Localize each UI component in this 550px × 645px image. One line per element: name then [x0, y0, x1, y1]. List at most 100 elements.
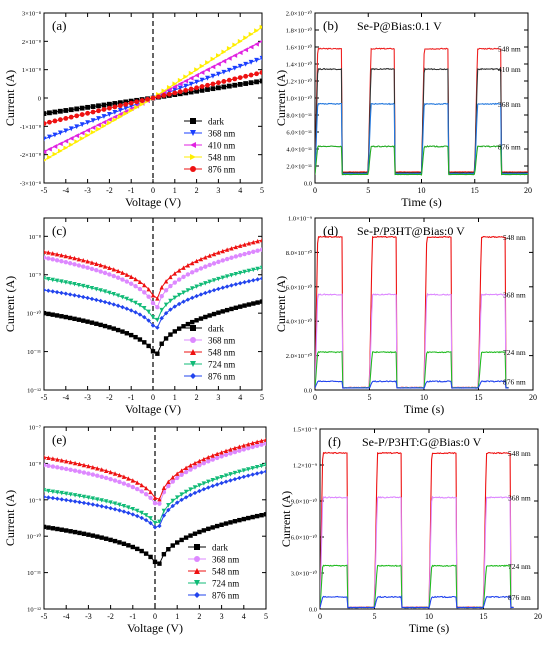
series-548-nm-marker — [52, 151, 58, 157]
series-724-nm-marker — [124, 296, 130, 302]
series-548-nm-marker — [233, 244, 239, 250]
panel-label: (f) — [328, 434, 341, 449]
series-876-nm-marker — [50, 495, 56, 501]
series-548-nm-marker — [137, 279, 143, 285]
series-548-nm-marker — [96, 126, 101, 132]
series-548-nm-marker — [117, 114, 123, 120]
series-876-nm-marker — [232, 476, 238, 482]
series-876-nm-marker — [72, 499, 78, 504]
series-876-nm-marker — [232, 76, 238, 82]
legend-label: 876 nm — [208, 372, 235, 382]
series-724-nm-marker — [238, 270, 243, 276]
series-368-nm-marker — [47, 134, 52, 140]
series-548-nm-marker — [44, 249, 47, 254]
series-line-368-nm — [315, 102, 528, 175]
series-dark-marker — [95, 534, 100, 539]
legend-marker — [194, 556, 200, 562]
series-dark-marker — [124, 331, 130, 336]
series-724-nm-marker — [63, 280, 68, 285]
series-548-nm-marker — [103, 468, 109, 473]
series-368-nm-marker — [57, 130, 63, 136]
panel-title: Se-P/P3HT@Bias:0 V — [357, 224, 465, 238]
series-548-nm-marker — [259, 438, 264, 443]
series-dark-marker — [77, 530, 82, 536]
series-548-nm-marker — [246, 441, 251, 447]
series-368-nm-marker — [237, 448, 242, 453]
series-dark-marker — [112, 538, 118, 544]
series-368-nm-marker — [259, 442, 264, 447]
series-dark-marker — [259, 299, 262, 304]
series-724-nm-marker — [237, 469, 242, 475]
y-tick-label: 2.0×10⁻¹¹ — [286, 164, 312, 171]
legend-marker — [194, 544, 200, 550]
x-tick-label: 5 — [260, 393, 264, 402]
series-dark-marker — [216, 310, 221, 315]
series-410-nm-marker — [232, 53, 238, 58]
series-368-nm-marker — [220, 258, 225, 263]
series-dark-marker — [108, 537, 113, 543]
x-tick-label: 20 — [529, 393, 537, 402]
series-368-nm-marker — [137, 286, 143, 292]
series-dark-marker — [216, 85, 221, 91]
series-368-nm-marker — [226, 67, 232, 73]
x-axis-label: Time (s) — [404, 402, 445, 416]
series-410-nm-marker — [68, 135, 74, 141]
series-dark-marker — [59, 527, 64, 532]
series-368-nm-marker — [50, 257, 55, 262]
series-dark-marker — [146, 343, 151, 349]
series-876-nm-marker — [90, 502, 96, 507]
y-tick-label: 10⁻¹¹ — [27, 570, 41, 577]
series-dark-marker — [59, 314, 64, 319]
y-axis-label: Current (A) — [3, 490, 17, 546]
plot-area — [315, 47, 528, 176]
series-dark-marker — [44, 111, 47, 116]
x-tick-label: -5 — [41, 393, 48, 402]
series-410-nm-marker — [52, 144, 58, 149]
series-368-nm-marker — [77, 469, 82, 474]
x-tick-label: 1 — [173, 186, 177, 195]
series-724-nm-marker — [121, 503, 127, 509]
series-dark-marker — [102, 323, 108, 329]
series-368-nm-marker — [130, 484, 135, 490]
series-dark-marker — [246, 515, 251, 521]
series-876-nm-marker — [107, 105, 112, 111]
series-548-nm-marker — [44, 454, 47, 460]
series-dark-marker — [238, 304, 243, 309]
series-724-nm-marker — [166, 503, 171, 508]
y-axis-label: Current (A) — [3, 276, 17, 332]
y-tick-label: 1.5×10⁻⁹ — [293, 427, 318, 434]
series-368-nm-marker — [74, 124, 80, 130]
series-dark-marker — [166, 547, 171, 552]
series-410-nm-marker — [172, 84, 178, 90]
series-548-nm-marker — [63, 253, 68, 259]
x-tick-label: 0 — [313, 393, 317, 402]
series-dark-marker — [67, 315, 73, 321]
series-548-nm-marker — [220, 248, 225, 254]
series-368-nm-marker — [241, 447, 246, 452]
x-tick-label: -1 — [128, 186, 135, 195]
y-axis-label: Current (A) — [274, 70, 288, 126]
series-368-nm-marker — [115, 275, 121, 280]
series-dark-marker — [98, 322, 103, 328]
series-dark-marker — [130, 544, 135, 550]
series-724-nm-marker — [111, 292, 116, 297]
series-410-nm-marker — [44, 149, 47, 155]
series-876-nm-marker — [255, 277, 260, 282]
series-dark-marker — [101, 102, 107, 108]
series-724-nm-marker — [72, 493, 78, 498]
series-368-nm-marker — [99, 474, 104, 479]
series-548-nm-marker — [135, 480, 140, 485]
series-548-nm-marker — [143, 485, 149, 491]
series-368-nm-marker — [111, 273, 116, 279]
series-368-nm-marker — [205, 75, 210, 81]
y-tick-label: 10⁻⁹ — [29, 497, 42, 504]
series-dark-marker — [226, 83, 232, 89]
series-dark-marker — [259, 512, 264, 518]
series-dark-marker — [126, 543, 131, 548]
series-548-nm-marker — [50, 456, 56, 461]
series-876-nm-marker — [79, 112, 85, 117]
series-548-nm-marker — [108, 469, 113, 475]
series-548-nm-marker — [72, 460, 78, 466]
legend-label: 548 nm — [212, 567, 239, 577]
series-724-nm-marker — [219, 474, 224, 480]
